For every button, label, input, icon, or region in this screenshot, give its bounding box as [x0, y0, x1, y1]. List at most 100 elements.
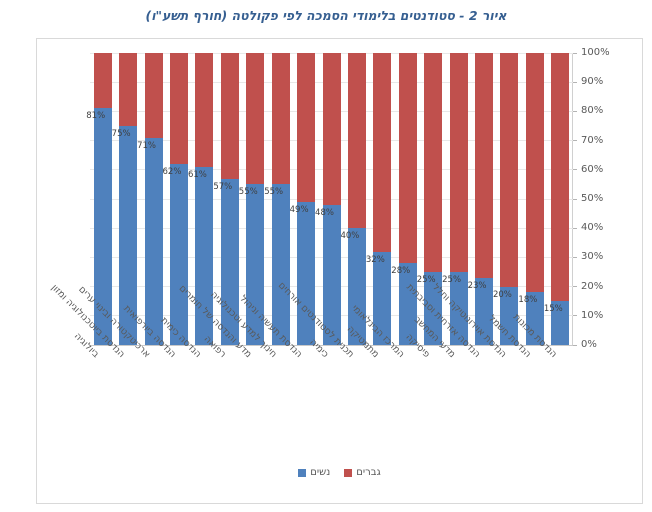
legend-item: גברים — [344, 467, 381, 478]
legend-label: גברים — [356, 467, 381, 478]
bar-value-label: 55% — [238, 187, 258, 198]
gridline — [90, 344, 573, 346]
y-tick-label: 30% — [581, 251, 604, 263]
bar-segment-women — [144, 137, 163, 345]
bar-value-label: 62% — [162, 166, 182, 177]
legend-label: נשים — [310, 467, 331, 478]
bar-segment-men — [398, 53, 417, 264]
y-axis-tick — [573, 81, 577, 83]
y-axis-tick — [573, 315, 577, 317]
y-tick-label: 20% — [581, 280, 604, 292]
bar-value-label: 55% — [264, 187, 284, 198]
bar-segment-men — [220, 53, 239, 179]
chart-frame: 81% 75% 71% 62% 61% 57% 55% 55% 49% 48% 40% 32% 28% 2… — [36, 38, 643, 504]
bar-value-label: 18% — [518, 295, 538, 306]
bar-column — [475, 53, 494, 345]
legend: נשים גברים — [37, 467, 642, 478]
bar-segment-men — [119, 53, 138, 126]
bar-segment-men — [424, 53, 443, 272]
bar-column — [220, 53, 239, 345]
bar-segment-women — [398, 263, 417, 345]
bar-segment-women — [169, 163, 188, 345]
y-tick-label: 10% — [581, 309, 604, 321]
bar-value-label: 40% — [340, 231, 360, 242]
bar-value-label: 32% — [365, 254, 385, 265]
bar-column — [246, 53, 265, 345]
bar-segment-women — [500, 286, 519, 345]
bar-segment-men — [93, 53, 112, 109]
bar-segment-men — [271, 53, 290, 185]
plot-area: 81% 75% 71% 62% 61% 57% 55% 55% 49% 48% 40% 32% 28% 2… — [86, 52, 577, 346]
bar-value-label: 23% — [467, 280, 487, 291]
bar-segment-women — [297, 201, 316, 345]
y-axis-tick — [573, 344, 577, 346]
bar-segment-men — [144, 53, 163, 138]
bar-column — [271, 53, 290, 345]
bar-column — [500, 53, 519, 345]
y-axis-tick — [573, 286, 577, 288]
y-axis-tick — [573, 198, 577, 200]
legend-item: נשים — [298, 467, 330, 478]
bar-segment-men — [195, 53, 214, 167]
bar-value-label: 25% — [416, 275, 436, 285]
bar-segment-women — [525, 292, 544, 345]
bar-column — [119, 53, 138, 345]
y-tick-label: 70% — [581, 134, 604, 146]
bar-value-label: 57% — [213, 181, 233, 192]
legend-swatch-icon — [344, 468, 353, 477]
bar-segment-men — [500, 53, 519, 287]
bar-value-label: 15% — [543, 304, 563, 315]
bar-column — [424, 53, 443, 345]
bar-segment-men — [475, 53, 494, 278]
bar-column — [551, 53, 570, 345]
bar-column — [195, 53, 214, 345]
bar-value-label: 75% — [111, 129, 131, 139]
bar-segment-women — [93, 108, 112, 345]
bar-segment-women — [551, 301, 570, 345]
bar-segment-women — [373, 251, 392, 345]
bar-value-label: 25% — [442, 275, 462, 285]
y-tick-label: 50% — [581, 193, 604, 204]
bar-value-label: 81% — [86, 111, 106, 122]
bar-column — [169, 53, 188, 345]
bar-segment-men — [373, 53, 392, 252]
bar-column — [297, 53, 316, 345]
bar-column — [347, 53, 366, 345]
gridline — [90, 52, 573, 54]
bar-column — [449, 53, 468, 345]
bar-segment-women — [449, 272, 468, 345]
y-axis-tick — [573, 110, 577, 112]
bar-segment-men — [297, 53, 316, 202]
bar-value-label: 49% — [289, 204, 309, 215]
bar-segment-men — [525, 53, 544, 293]
bar-segment-women — [246, 184, 265, 345]
y-axis-tick — [573, 52, 577, 54]
bar-segment-men — [551, 53, 570, 302]
bar-segment-women — [195, 166, 214, 345]
bar-segment-women — [322, 204, 341, 345]
bar-segment-women — [347, 228, 366, 345]
bar-column — [398, 53, 417, 345]
y-tick-label: 60% — [581, 163, 604, 175]
bar-column — [144, 53, 163, 345]
bar-column — [322, 53, 341, 345]
bar-column — [525, 53, 544, 345]
bar-segment-men — [322, 53, 341, 205]
y-tick-label: 0% — [581, 339, 597, 350]
bar-segment-men — [347, 53, 366, 229]
bar-value-label: 48% — [315, 207, 334, 218]
bar-segment-men — [169, 53, 188, 164]
y-tick-label: 100% — [581, 47, 610, 58]
bar-segment-women — [220, 178, 239, 345]
y-tick-label: 90% — [581, 76, 604, 88]
y-tick-label: 40% — [581, 222, 604, 234]
bar-value-label: 71% — [137, 140, 156, 151]
bar-column — [373, 53, 392, 345]
bar-segment-men — [449, 53, 468, 272]
bar-segment-women — [424, 272, 443, 345]
bar-segment-women — [119, 126, 138, 345]
bar-segment-women — [271, 184, 290, 345]
y-axis-tick — [573, 169, 577, 171]
bar-segment-women — [475, 277, 494, 345]
